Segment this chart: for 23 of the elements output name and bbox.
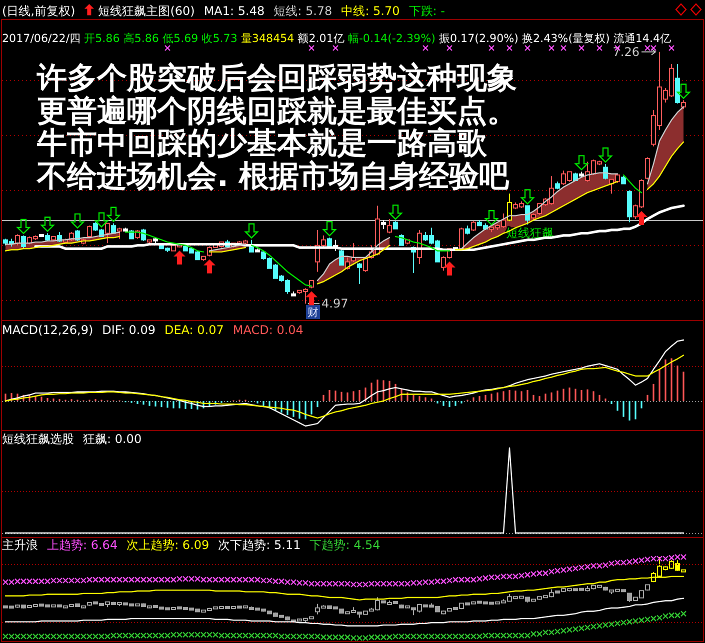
annotation: 7.26 <box>612 44 640 59</box>
text: 下趋势: 4.54 <box>310 538 380 552</box>
annotation: 4.97 <box>322 296 348 311</box>
text: 上趋势: 6.64 <box>47 538 118 552</box>
text: 次下趋势: 5.11 <box>218 538 301 552</box>
text: 中线: 5.70 <box>341 4 400 18</box>
annotation: 不给进场机会. 根据市场自身经验吧 <box>36 159 510 194</box>
chart-title: (日线,前复权) <box>2 4 76 18</box>
legend-title: 主升浪 <box>2 538 38 552</box>
text: 狂飙: 0.00 <box>83 432 142 446</box>
text: 下跌: - <box>408 4 445 18</box>
text: DIF: 0.09 <box>102 323 156 337</box>
legend-title: MACD(12,26,9) <box>2 323 94 337</box>
legend-title: 短线狂飙选股 <box>2 432 74 446</box>
text: MA1: 5.48 <box>204 4 265 18</box>
text: 2017/06/22/四 开5.86 高5.86 低5.69 收5.73 量348454 额2.01亿 幅-0.14(-2.39%) 振0.17(2.90%) 换2.43%(量复权) 流通14.4亿 <box>2 32 672 45</box>
annotation: 牛市中回踩的少基本就是一路高歌 <box>36 126 488 161</box>
text: MACD: 0.04 <box>232 323 304 337</box>
text: DEA: 0.07 <box>164 323 224 337</box>
text: 短线: 5.78 <box>274 4 332 18</box>
legend-title: 短线狂飙主图(60) <box>98 4 195 18</box>
text: 次上趋势: 6.09 <box>126 538 210 552</box>
annotation: 许多个股突破后会回踩弱势这种现象 <box>36 61 517 96</box>
